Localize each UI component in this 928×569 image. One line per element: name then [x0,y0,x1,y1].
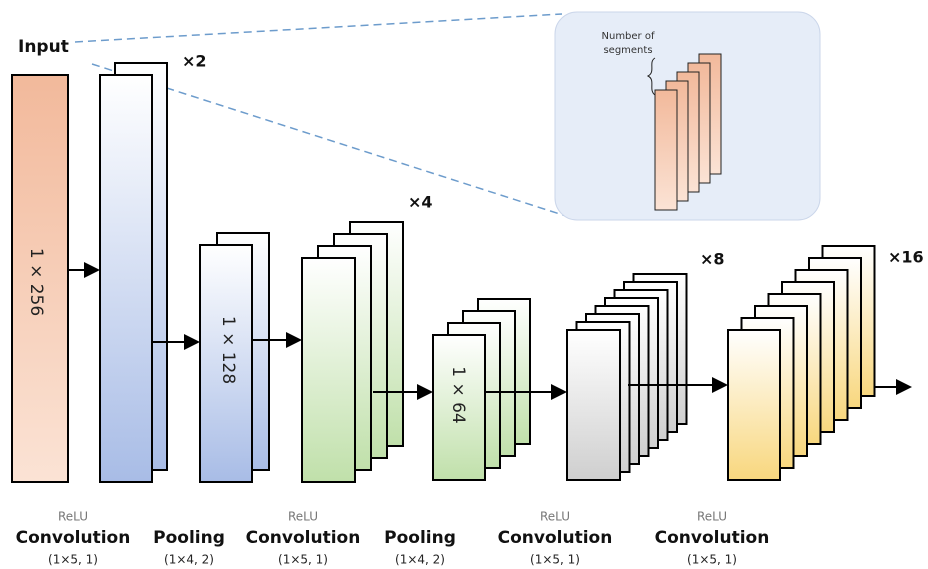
layer-params: (1×5, 1) [278,553,328,567]
layer-params: (1×4, 2) [395,553,445,567]
layer-name: Convolution [655,528,770,548]
feature-map [301,257,356,483]
activation: ReLU [697,510,727,524]
activation: ReLU [288,510,318,524]
layer-name: Convolution [498,528,613,548]
multiplier: ×8 [700,250,725,269]
activation: ReLU [540,510,570,524]
activation: ReLU [58,510,88,524]
segment-map [654,89,678,211]
multiplier: ×2 [182,52,207,71]
feature-map [11,74,69,483]
feature-map [199,244,253,483]
block-label: 1 × 128 [218,316,238,384]
layer-params: (1×5, 1) [687,553,737,567]
feature-map [432,334,486,481]
block-label: 1 × 256 [26,248,46,316]
inset-label: Number of [602,31,655,42]
inset-label: segments [603,45,652,56]
blocks [11,53,912,483]
multiplier: ×16 [888,248,924,267]
input-label: Input [18,37,69,57]
layer-params: (1×5, 1) [48,553,98,567]
feature-map [566,329,621,481]
layer-params: (1×5, 1) [530,553,580,567]
feature-map [99,74,153,483]
block-label: 1 × 64 [448,366,468,424]
layer-name: Convolution [16,528,131,548]
brace [646,57,656,96]
layer-name: Pooling [384,528,456,548]
feature-map [727,329,781,481]
zoom-line [74,13,563,43]
layer-params: (1×4, 2) [164,553,214,567]
zoom-line [91,63,567,217]
multiplier: ×4 [408,193,433,212]
layer-name: Convolution [246,528,361,548]
layer-labels: ReLU Convolution (1×5, 1) Pooling (1×4, 2) Re… [16,510,770,567]
layer-name: Pooling [153,528,225,548]
